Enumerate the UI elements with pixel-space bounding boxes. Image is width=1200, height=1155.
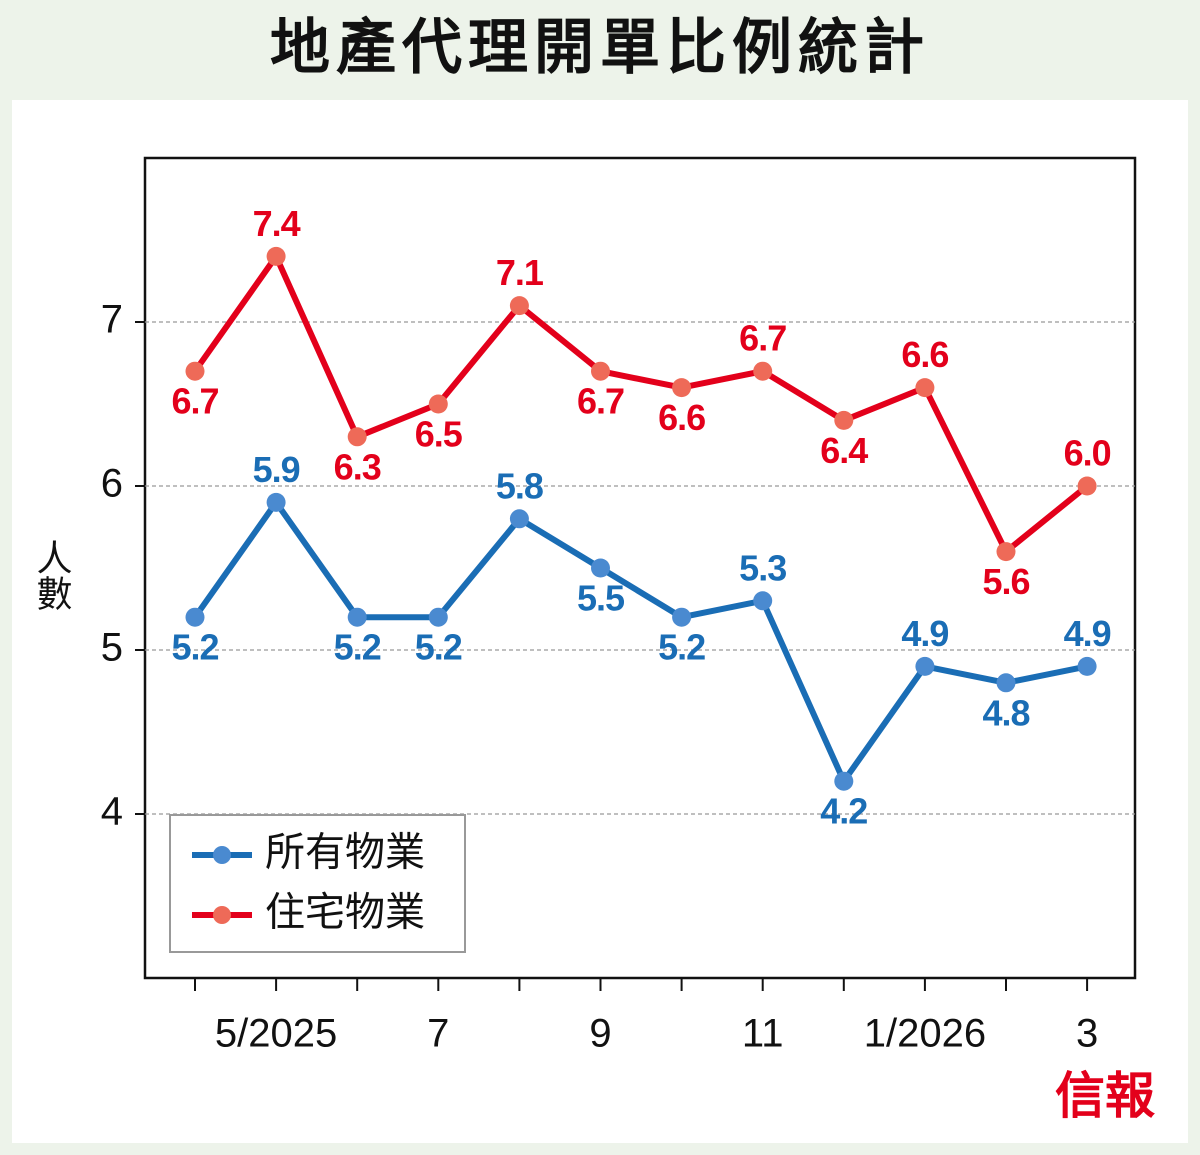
value-label: 6.3 [334, 446, 381, 487]
marker [996, 673, 1016, 693]
x-tick-label: 3 [1076, 1012, 1098, 1056]
chart-title: 地產代理開單比例統計 [270, 14, 930, 81]
value-label: 7.1 [496, 252, 544, 293]
value-label: 5.2 [171, 627, 218, 668]
marker [1077, 476, 1097, 496]
legend-box [169, 814, 466, 953]
value-label: 6.4 [820, 430, 868, 471]
legend-marker [213, 846, 231, 864]
value-label: 6.6 [901, 334, 948, 375]
value-label: 6.7 [171, 381, 218, 422]
value-label: 5.6 [982, 561, 1029, 602]
y-tick-label: 7 [101, 298, 123, 342]
panel [12, 100, 1188, 1143]
series-line [192, 499, 1088, 785]
value-label: 5.2 [415, 627, 462, 668]
marker [185, 607, 205, 627]
marker [591, 361, 610, 381]
marker [915, 656, 935, 676]
series-line [192, 253, 1089, 555]
value-label: 5.9 [253, 449, 300, 490]
marker [185, 361, 205, 381]
y-tick-label: 4 [101, 790, 123, 834]
value-label: 4.9 [1064, 613, 1111, 654]
legend-label: 住宅物業 [265, 891, 425, 935]
marker [834, 771, 854, 791]
value-label: 6.7 [577, 381, 624, 422]
x-tick-label: 1/2026 [864, 1012, 986, 1056]
marker [509, 296, 529, 316]
value-label: 6.6 [658, 397, 705, 438]
marker [347, 607, 367, 627]
value-label: 5.8 [496, 465, 543, 506]
marker [672, 607, 692, 627]
marker [591, 558, 610, 578]
y-tick-label: 6 [101, 462, 123, 506]
value-label: 5.2 [334, 627, 381, 668]
marker [672, 378, 692, 398]
marker [266, 492, 286, 512]
x-tick-label: 11 [742, 1012, 784, 1056]
value-label: 4.2 [820, 791, 867, 832]
value-label: 5.3 [739, 547, 786, 588]
value-label: 7.4 [253, 203, 301, 244]
marker [753, 361, 773, 381]
marker [428, 607, 448, 627]
legend-label: 所有物業 [265, 831, 425, 875]
plot-frame [143, 156, 1137, 980]
marker [428, 394, 448, 414]
value-label: 5.5 [577, 578, 625, 619]
marker [509, 509, 529, 529]
value-label: 6.5 [415, 414, 463, 455]
value-label: 6.0 [1064, 433, 1111, 474]
y-axis-label: 人數 [32, 539, 73, 611]
marker [1077, 656, 1097, 676]
x-tick-label: 5/2025 [215, 1012, 337, 1056]
legend-marker [213, 906, 231, 924]
y-tick-label: 5 [101, 626, 123, 670]
value-label: 4.9 [901, 613, 948, 654]
marker [834, 410, 854, 430]
marker [347, 427, 367, 447]
marker [266, 246, 286, 266]
x-tick-label: 7 [427, 1012, 449, 1056]
source-logo: 信報 [1055, 1066, 1155, 1125]
marker [996, 542, 1016, 562]
marker [753, 591, 773, 611]
marker [915, 378, 935, 398]
value-label: 4.8 [982, 692, 1029, 733]
value-label: 6.7 [739, 318, 786, 359]
value-label: 5.2 [658, 627, 705, 668]
x-tick-label: 9 [589, 1012, 611, 1056]
